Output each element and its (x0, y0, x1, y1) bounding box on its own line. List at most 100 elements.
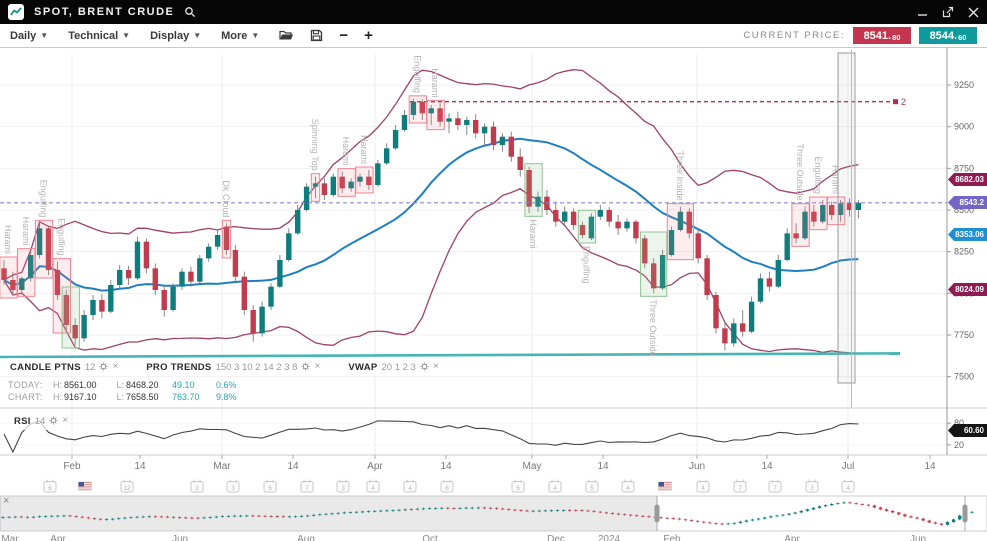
zoom-in-button[interactable]: + (364, 27, 373, 44)
nav-candle (860, 504, 864, 505)
candle-body (366, 176, 372, 185)
calendar-event-icon[interactable]: 4 (696, 479, 710, 493)
close-icon[interactable]: × (62, 415, 69, 426)
legend-candle-ptns[interactable]: CANDLE PTNS 12 × (8, 358, 121, 376)
nav-month-label: 2024 (598, 534, 621, 541)
calendar-event-icon[interactable]: 6 (43, 479, 57, 493)
candlestick (241, 271, 247, 315)
nav-candle (269, 516, 273, 517)
calendar-event-icon[interactable]: 6 (440, 479, 454, 493)
candlestick (713, 291, 719, 334)
nav-candle (366, 511, 371, 513)
candle-body (375, 163, 381, 185)
legend-vwap[interactable]: VWAP 20 1 2 3 × (346, 358, 441, 376)
calendar-event-icon[interactable]: 6 (263, 479, 277, 493)
menu-daily[interactable]: Daily ▼ (10, 29, 49, 42)
nav-candle (836, 503, 840, 505)
candlestick (410, 98, 417, 120)
nav-candle (421, 508, 426, 510)
nav-candle (884, 509, 889, 511)
menu-more[interactable]: More ▼ (221, 29, 260, 42)
candle-body (837, 203, 844, 215)
nav-candle (507, 509, 511, 510)
minimize-icon[interactable] (918, 7, 928, 17)
candlestick (401, 110, 408, 132)
nav-candle (360, 511, 365, 513)
calendar-event-icon[interactable]: 12 (120, 479, 134, 493)
calendar-date: 4 (371, 485, 375, 492)
selected-candle-column[interactable] (837, 52, 856, 384)
nav-candle (586, 510, 590, 512)
save-icon[interactable] (310, 29, 323, 42)
close-icon[interactable]: × (432, 361, 439, 372)
popout-icon[interactable] (942, 6, 954, 18)
nav-candle (220, 516, 225, 517)
pattern-box (17, 248, 36, 297)
candle-body (277, 260, 283, 287)
rsi-legend[interactable]: RSI 14 × (14, 412, 69, 430)
nav-window-handle[interactable] (962, 504, 968, 523)
price-chart[interactable]: 2 Harami Harami Engulfing Engulfing Dk Cloud S… (0, 48, 987, 541)
gear-icon[interactable] (301, 358, 310, 376)
close-icon[interactable] (968, 7, 979, 18)
pattern-label: Three Inside (675, 151, 685, 201)
nav-candle (43, 516, 48, 517)
menu-display[interactable]: Display ▼ (150, 29, 202, 42)
calendar-event-icon[interactable]: 6 (511, 479, 525, 493)
nav-candle (245, 515, 249, 517)
candle-body (268, 286, 274, 307)
legend-pro-trends[interactable]: PRO TRENDS 150 3 10 2 14 2 3 8 × (144, 358, 323, 376)
close-icon[interactable]: × (112, 361, 119, 372)
candle-body (642, 238, 648, 264)
close-icon[interactable]: × (314, 361, 321, 372)
us-flag-icon[interactable] (658, 481, 672, 491)
calendar-event-icon[interactable]: 4 (841, 479, 855, 493)
calendar-event-icon[interactable]: 5 (585, 479, 599, 493)
indicator-legend-row: CANDLE PTNS 12 × PRO TRENDS 150 3 10 2 1… (8, 358, 441, 376)
nav-candle (513, 509, 517, 511)
nav-candle (37, 516, 42, 518)
zoom-out-button[interactable]: − (339, 27, 349, 44)
gear-icon[interactable] (420, 358, 429, 376)
menu-technical[interactable]: Technical ▼ (68, 29, 131, 42)
nav-candle (385, 510, 389, 512)
calendar-event-icon[interactable]: 2 (190, 479, 204, 493)
calendar-event-icon[interactable]: 4 (366, 479, 380, 493)
candlestick (312, 176, 319, 199)
nav-candle (92, 518, 97, 520)
nav-candle (226, 515, 231, 517)
candle-body (695, 233, 701, 259)
nav-candle (190, 517, 194, 519)
nav-candle (196, 517, 200, 519)
calendar-event-icon[interactable]: 3 (336, 479, 350, 493)
open-folder-icon[interactable] (279, 29, 294, 42)
navigator-track[interactable] (0, 495, 987, 532)
candlestick (250, 305, 256, 342)
candle-body (651, 263, 657, 289)
calendar-event-icon[interactable]: 7 (733, 479, 747, 493)
calendar-event-icon[interactable]: 3 (805, 479, 819, 493)
candlestick (722, 321, 728, 351)
calendar-event-icon[interactable]: 7 (300, 479, 314, 493)
nav-candle (720, 523, 724, 525)
nav-window-handle[interactable] (654, 504, 660, 523)
calendar-event-icon[interactable]: 4 (548, 479, 562, 493)
pattern-box (791, 203, 810, 247)
nav-candle (348, 512, 353, 513)
nav-candle (415, 508, 420, 510)
search-icon[interactable] (184, 6, 197, 19)
candle-body (28, 255, 34, 279)
nav-candle (750, 519, 755, 521)
navigator-close-icon[interactable]: × (3, 495, 10, 507)
x-tick-label: May (523, 461, 542, 472)
gear-icon[interactable] (49, 412, 58, 430)
calendar-event-icon[interactable]: 7 (768, 479, 782, 493)
nav-candle (251, 515, 255, 517)
calendar-event-icon[interactable]: 4 (403, 479, 417, 493)
calendar-event-icon[interactable]: 4 (621, 479, 635, 493)
gear-icon[interactable] (99, 358, 108, 376)
nav-candle (1, 517, 5, 518)
nav-candle (178, 517, 182, 519)
us-flag-icon[interactable] (78, 481, 92, 491)
calendar-event-icon[interactable]: 3 (226, 479, 240, 493)
